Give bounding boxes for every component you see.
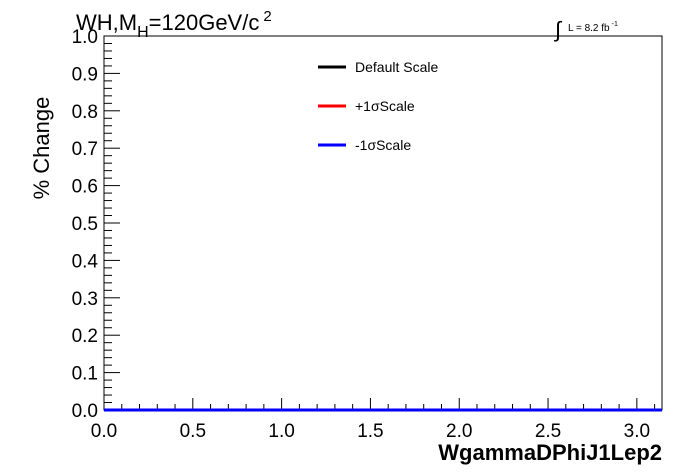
y-tick-label: 0.8 — [72, 102, 98, 123]
y-tick-label: 0.1 — [72, 364, 98, 385]
y-tick-label: 0.4 — [72, 251, 99, 272]
legend-label: +1σScale — [355, 98, 415, 114]
title-superscript: 2 — [263, 8, 271, 25]
title-main: WH,M — [76, 10, 137, 35]
lumi-text: L = 8.2 fb — [568, 23, 610, 34]
y-axis-title: % Change — [29, 97, 54, 200]
x-tick-label: 1.5 — [357, 421, 383, 442]
x-tick-label: 2.5 — [535, 421, 561, 442]
y-tick-label: 0.0 — [72, 401, 98, 422]
x-axis-title: WgammaDPhiJ1Lep2 — [438, 440, 662, 465]
title-subscript: H — [137, 24, 149, 41]
x-tick-label: 3.0 — [624, 421, 650, 442]
y-tick-label: 0.9 — [72, 64, 98, 85]
x-tick-label: 1.0 — [268, 421, 294, 442]
x-axis-ticks: 0.0 0.5 1.0 1.5 2.0 2.5 3.0 — [91, 398, 656, 442]
legend-label: Default Scale — [355, 59, 438, 75]
y-tick-label: 0.2 — [72, 326, 98, 347]
y-tick-label: 0.5 — [72, 214, 98, 235]
y-tick-label: 0.3 — [72, 289, 98, 310]
chart-title: WH,MH=120GeV/c 2 — [76, 8, 272, 41]
lumi-integral: ∫ — [553, 17, 563, 42]
y-axis-ticks: 0.0 0.1 0.2 0.3 0.4 0.5 0.6 0.7 0.8 0.9 1.0 — [72, 27, 120, 422]
y-tick-label: 1.0 — [72, 27, 98, 48]
y-tick-label: 0.6 — [72, 177, 98, 198]
lumi-label: L = 8.2 fb -1 — [568, 21, 618, 34]
y-tick-label: 0.7 — [72, 139, 98, 160]
x-tick-label: 0.0 — [91, 421, 117, 442]
lumi-superscript: -1 — [612, 21, 618, 28]
legend-label: -1σScale — [355, 137, 411, 153]
x-tick-label: 2.0 — [446, 421, 472, 442]
title-rest: =120GeV/c — [149, 10, 260, 35]
plot-frame — [103, 35, 663, 411]
legend: Default Scale +1σScale -1σScale — [318, 59, 438, 153]
x-tick-label: 0.5 — [180, 421, 206, 442]
